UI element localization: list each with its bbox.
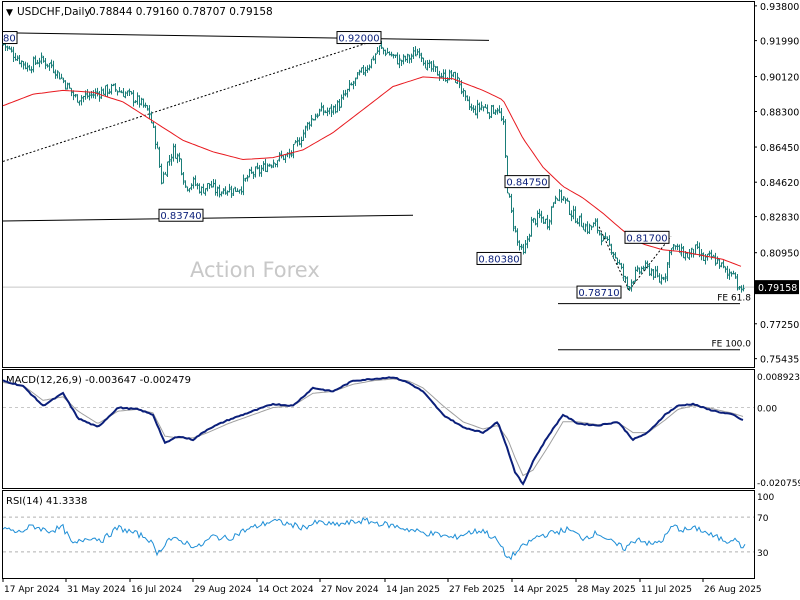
annotation-label: 0.83740 [160, 211, 201, 222]
fib-level-label: FE 61.8 [717, 294, 751, 304]
price-axis-label: 0.82830 [760, 213, 799, 224]
x-axis-label: 14 Apr 2025 [513, 585, 569, 595]
rsi-title: RSI(14) 41.3338 [6, 496, 87, 507]
x-axis-label: 14 Jan 2025 [386, 585, 440, 595]
annotation-box [476, 251, 522, 265]
ohlc-values: 0.78844 0.79160 0.78707 0.79158 [89, 6, 273, 18]
x-axis-label: 27 Feb 2025 [449, 585, 505, 595]
rsi-panel-frame [2, 490, 755, 579]
annotation-label: 0.84750 [506, 178, 547, 189]
macd-panel-frame [2, 369, 755, 489]
trendline [628, 236, 672, 291]
price-annotation: 0.81700 [624, 230, 670, 244]
trendline [2, 214, 414, 222]
price-annotation: 0.84750 [504, 175, 550, 189]
watermark: Action Forex [190, 258, 320, 282]
macd-layer: MACD(12,26,9) -0.003647 -0.002479 0.00892… [2, 373, 800, 489]
price-annotation: 0.78710 [576, 285, 622, 299]
trendline [2, 32, 490, 41]
x-axis-label: 14 Oct 2024 [258, 585, 314, 595]
annotation-label: 0.78710 [578, 288, 619, 299]
price-axis-label: 0.77250 [760, 320, 799, 331]
annotation-box [576, 285, 622, 299]
macd-line [2, 376, 744, 486]
annotation-label: 0.80380 [478, 254, 519, 265]
annotation-box [336, 31, 382, 45]
price-axis-label: 0.93800 [760, 2, 799, 13]
x-axis-label: 17 Apr 2024 [4, 585, 60, 595]
x-axis-label: 31 May 2024 [67, 585, 126, 595]
trendline [2, 39, 376, 162]
x-axis-label: 28 May 2025 [577, 585, 636, 595]
price-layer: FE 61.8 FE 100.0 0.91980 0.92000 0.83740 0.84… [0, 31, 754, 351]
rsi-axis-label: 100 [757, 493, 774, 503]
price-axis-label: 0.86450 [760, 143, 799, 154]
annotation-box [504, 175, 550, 189]
macd-signal-line [2, 378, 744, 477]
price-annotation: 0.80380 [476, 251, 522, 265]
rsi-line [2, 517, 746, 561]
macd-title: MACD(12,26,9) -0.003647 -0.002479 [6, 375, 191, 386]
x-axis-label: 11 Jul 2025 [641, 585, 692, 595]
price-panel-frame [2, 1, 755, 368]
macd-axis-label: 0.008923 [757, 373, 800, 383]
x-axis-label: 27 Nov 2024 [321, 585, 379, 595]
price-axis-label: 0.88300 [760, 108, 799, 119]
price-annotation: 0.91980 [0, 31, 18, 45]
price-annotation: 0.92000 [336, 31, 382, 45]
last-price-badge [755, 280, 799, 295]
price-axis-label: 0.75435 [760, 355, 799, 366]
price-axis-label: 0.80950 [760, 249, 799, 260]
macd-axis-label: 0.00 [757, 405, 777, 415]
rsi-layer: RSI(14) 41.3338 100 70 30 [2, 493, 774, 561]
annotation-box [3, 31, 18, 45]
rsi-axis-label: 70 [757, 514, 769, 524]
annotation-label: 0.81700 [626, 233, 667, 244]
moving-average-line [2, 76, 742, 267]
rsi-axis-label: 30 [757, 549, 769, 559]
price-axis-label: 0.90120 [760, 73, 799, 84]
annotation-box [158, 208, 204, 222]
symbol-timeframe: USDCHF,Daily [17, 6, 91, 18]
x-axis-label: 16 Jul 2024 [131, 585, 182, 595]
annotation-box [624, 230, 670, 244]
last-price-label: 0.79158 [758, 283, 797, 294]
x-axis-label: 26 Aug 2025 [704, 585, 762, 595]
price-axis-label: 0.84620 [760, 178, 799, 189]
x-axis-label: 29 Aug 2024 [194, 585, 252, 595]
annotation-label: 0.91980 [0, 34, 16, 45]
price-axis-label: 0.91990 [760, 37, 799, 48]
symbol-arrow-icon[interactable]: ▼ [6, 8, 13, 18]
price-annotation: 0.83740 [158, 208, 204, 222]
macd-axis-label: -0.020759 [757, 479, 800, 489]
annotation-label: 0.92000 [338, 34, 379, 45]
fib-level-label: FE 100.0 [712, 340, 752, 350]
